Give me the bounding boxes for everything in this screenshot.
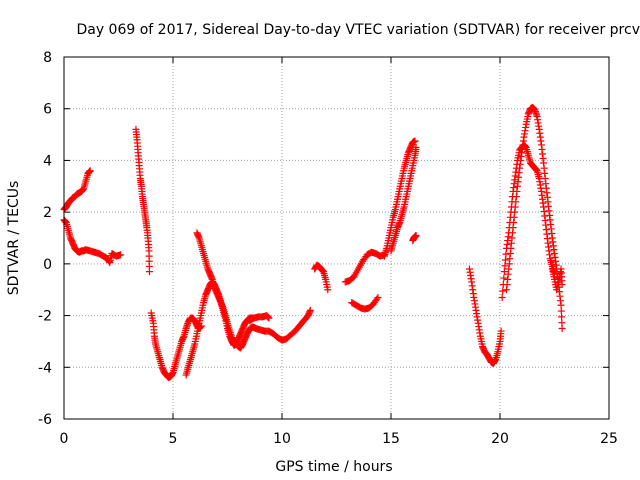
series-M <box>465 265 505 367</box>
data-point <box>412 231 420 239</box>
series-C <box>147 309 205 382</box>
data-point <box>411 137 419 145</box>
y-axis-label: SDTVAR / TECUs <box>6 181 22 296</box>
series-P <box>548 265 566 294</box>
series-G <box>311 261 332 294</box>
data-point <box>497 327 505 335</box>
x-tick-label: 25 <box>600 431 618 447</box>
y-tick-label: -6 <box>38 412 52 428</box>
data-point <box>558 281 566 289</box>
series-A2 <box>60 216 125 267</box>
data-point <box>499 287 507 295</box>
chart-title: Day 069 of 2017, Sidereal Day-to-day VTE… <box>76 22 640 38</box>
series-I <box>348 293 382 313</box>
data-point <box>558 325 566 332</box>
x-axis-label: GPS time / hours <box>275 459 392 475</box>
data-point <box>498 293 506 301</box>
y-tick-label: 4 <box>43 153 52 169</box>
series-O <box>503 103 566 332</box>
y-tick-label: -2 <box>38 309 52 325</box>
axis-ticks: 0 5 10 15 20 25 -6 -4 -2 0 2 4 6 8 <box>38 50 618 447</box>
data-point <box>500 274 508 282</box>
plot-frame <box>63 56 610 420</box>
x-tick-label: 5 <box>169 431 178 447</box>
data-point <box>145 268 153 276</box>
series-A1 <box>60 167 94 214</box>
data-point <box>306 306 314 314</box>
series-B <box>132 125 153 276</box>
data-point <box>373 295 381 303</box>
y-tick-label: 8 <box>43 50 52 66</box>
x-tick-label: 0 <box>60 431 69 447</box>
y-tick-label: -4 <box>38 360 52 376</box>
y-tick-label: 6 <box>43 102 52 118</box>
data-point <box>117 251 125 259</box>
data-point <box>324 286 332 294</box>
series-L <box>409 231 420 245</box>
x-tick-label: 10 <box>273 431 291 447</box>
series-J <box>380 137 419 260</box>
x-tick-label: 20 <box>491 431 509 447</box>
data-point <box>265 314 273 322</box>
series-E <box>193 229 314 352</box>
data-point <box>86 167 94 175</box>
series-H <box>341 248 388 286</box>
y-tick-label: 2 <box>43 205 52 221</box>
data-point <box>374 293 382 301</box>
data-point <box>412 144 420 151</box>
series-F <box>245 312 273 325</box>
data-points <box>60 103 566 382</box>
x-tick-label: 15 <box>382 431 400 447</box>
series-K <box>387 144 420 255</box>
y-tick-label: 0 <box>43 257 52 273</box>
